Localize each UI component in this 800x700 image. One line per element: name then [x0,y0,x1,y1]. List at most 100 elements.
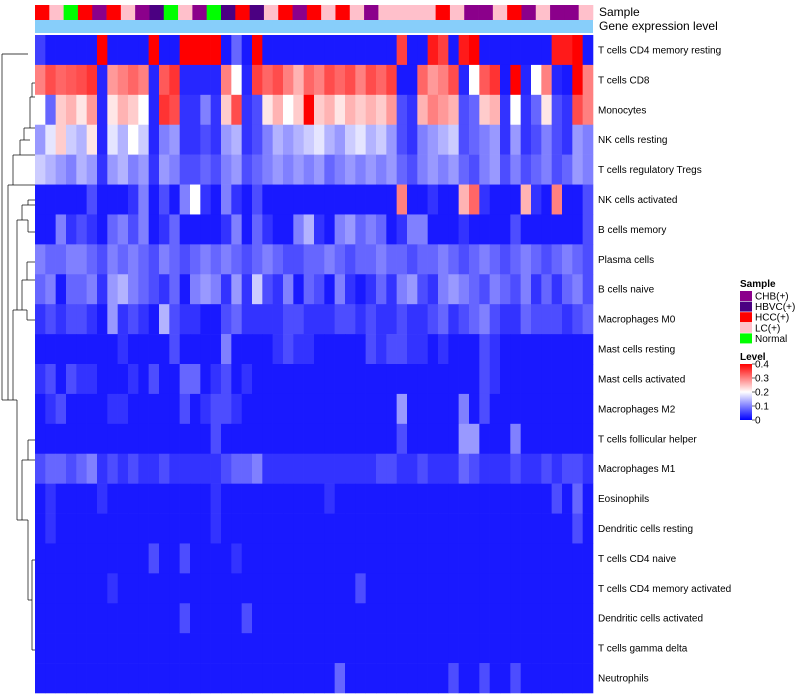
heatmap-cell [520,244,532,275]
heatmap-cell [572,154,583,185]
heatmap-cell [117,483,129,514]
heatmap-cell [55,423,67,455]
heatmap-cell [417,633,428,664]
heatmap-cell [128,513,139,544]
heatmap-cell [551,453,563,484]
heatmap-cell [179,214,191,245]
heatmap-cell [582,483,594,514]
heatmap-cell [396,633,408,664]
heatmap-cell [355,393,366,425]
heatmap-cell [427,663,439,694]
heatmap-cell [138,453,149,484]
heatmap-cell [324,573,335,604]
heatmap-cell [272,573,284,604]
heatmap-cell [303,603,315,634]
heatmap-cell [479,154,490,185]
heatmap-cell [479,663,490,694]
heatmap-cell [334,364,346,395]
heatmap-cell [376,124,387,155]
heatmap-cell [117,423,129,455]
heatmap-cell [221,393,232,425]
heatmap-cell [293,633,304,664]
heatmap-cell [520,573,532,604]
heatmap-cell [448,393,459,425]
row-label: Monocytes [598,105,646,116]
heatmap-cell [97,124,108,155]
heatmap-cell [262,35,273,66]
heatmap-cell [159,393,170,425]
heatmap-cell [355,573,366,604]
heatmap-cell [396,124,408,155]
heatmap-cell [345,603,356,634]
heatmap-cell [66,513,77,544]
heatmap-cell [334,94,346,126]
heatmap-cell [324,423,335,455]
heatmap-cell [314,35,325,66]
row-label: T cells CD4 memory resting [598,45,721,56]
heatmap-cell [427,35,439,66]
heatmap-cell [138,483,149,514]
heatmap-cell [469,483,480,514]
heatmap-cell [355,513,366,544]
heatmap-cell [334,274,346,305]
heatmap-cell [510,184,521,215]
heatmap-cell [190,483,201,514]
heatmap-cell [417,244,428,275]
heatmap-cell [479,423,490,455]
heatmap-cell [190,663,201,694]
heatmap-cell [200,603,211,634]
heatmap-cell [541,573,552,604]
heatmap-cell [272,393,284,425]
heatmap-cell [76,543,87,574]
heatmap-cell [66,543,77,574]
heatmap-cell [97,304,108,335]
heatmap-cell [117,184,129,215]
row-label: Dendritic cells activated [598,614,703,625]
heatmap-cell [396,453,408,484]
heatmap-cell [531,393,542,425]
heatmap-cell [427,423,439,455]
heatmap-cell [179,543,191,574]
sample-annotation-cell [49,5,64,20]
heatmap-cell [345,244,356,275]
heatmap-cell [262,483,273,514]
heatmap-cell [479,573,490,604]
heatmap-cell [86,663,98,694]
heatmap-cell [551,603,563,634]
heatmap-cell [169,214,180,245]
heatmap-cell [355,214,366,245]
heatmap-cell [438,423,449,455]
heatmap-cell [128,393,139,425]
sample-annotation-cell [478,5,494,20]
heatmap-cell [293,573,304,604]
heatmap-cell [345,124,356,155]
heatmap-cell [272,35,284,66]
heatmap-cell [324,513,335,544]
heatmap-cell [231,334,242,365]
heatmap-cell [520,94,532,126]
heatmap-cell [469,94,480,126]
heatmap-cell [334,453,346,484]
heatmap-cell [35,543,46,574]
heatmap-cell [76,573,87,604]
heatmap-cell [458,274,470,305]
heatmap-cell [262,244,273,275]
heatmap-cell [138,633,149,664]
heatmap-cell [262,453,273,484]
heatmap-cell [241,633,253,664]
heatmap-cell [76,513,87,544]
heatmap-cell [582,334,594,365]
heatmap-cell [231,35,242,66]
heatmap-cell [469,513,480,544]
heatmap-cell [35,94,46,126]
heatmap-cell [448,274,459,305]
heatmap-cell [551,513,563,544]
heatmap-cell [169,543,180,574]
heatmap-cell [262,633,273,664]
heatmap-cell [510,513,521,544]
heatmap-cell [386,364,397,395]
sample-legend-swatch [740,312,752,323]
heatmap-cell [541,453,552,484]
heatmap-cell [138,124,149,155]
